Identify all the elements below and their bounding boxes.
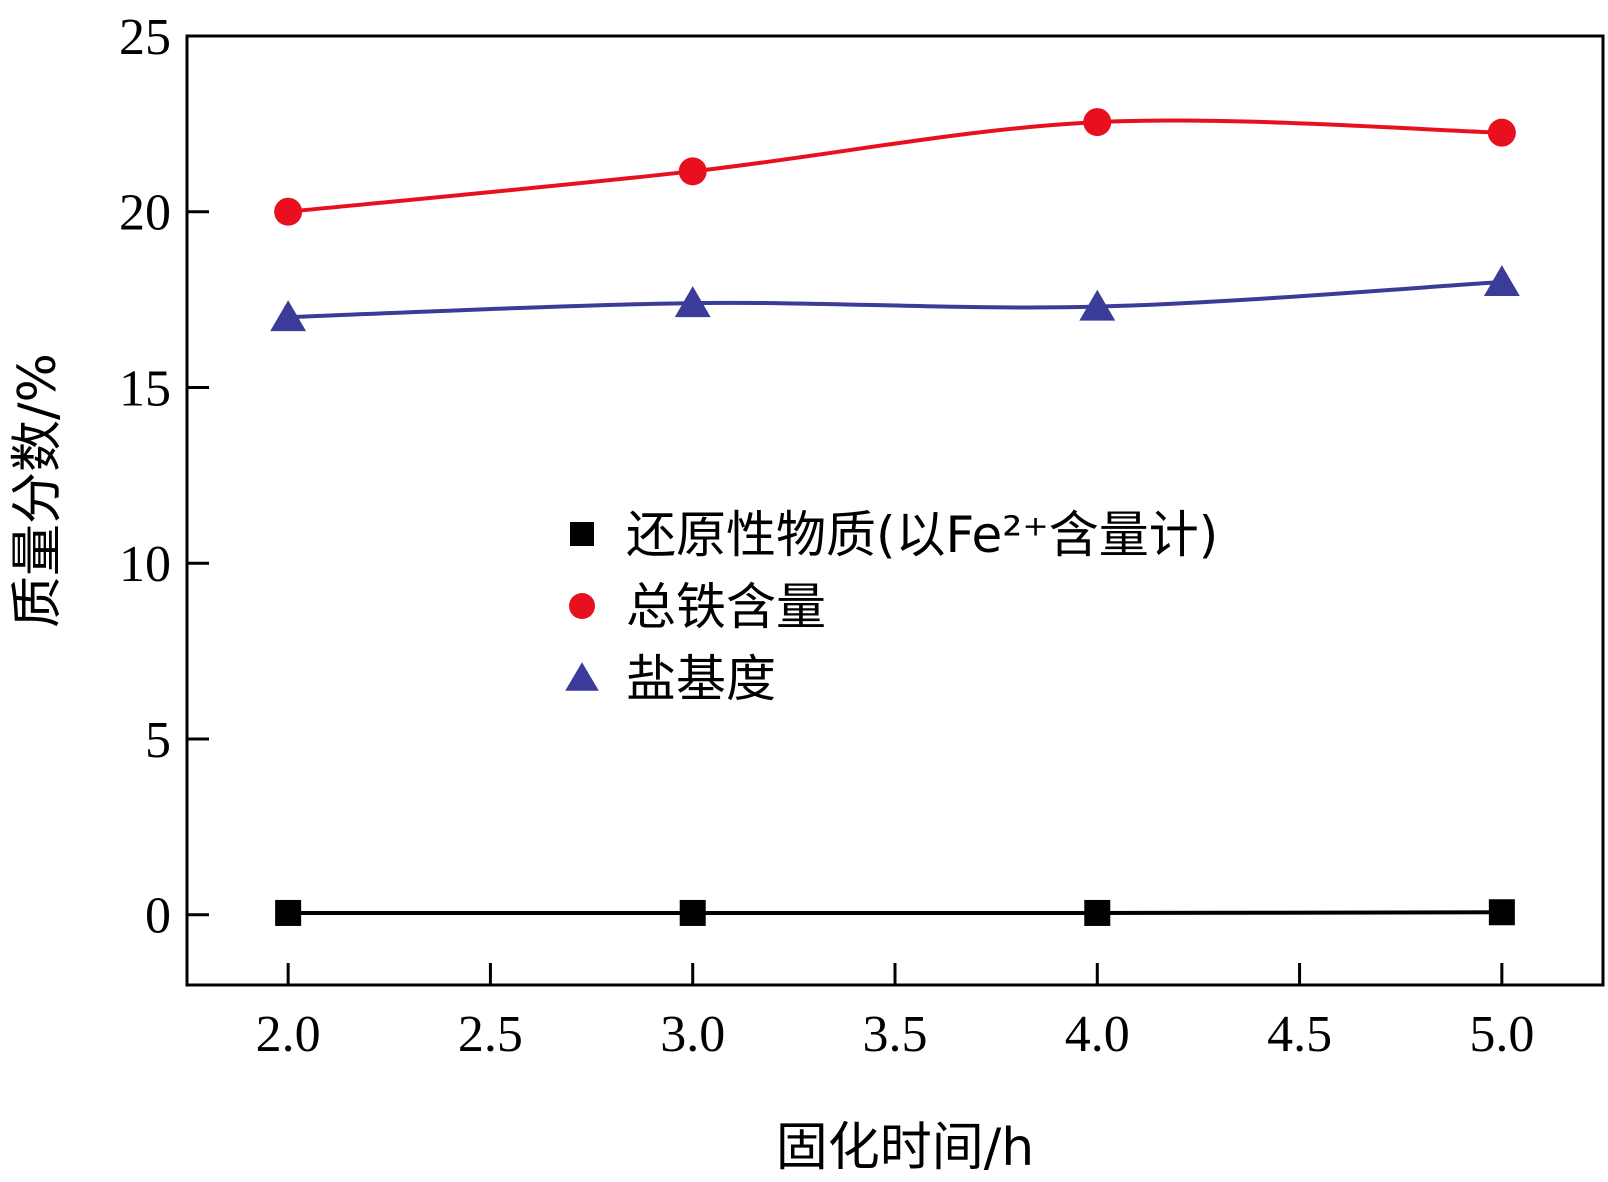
x-tick-label: 3.5 — [863, 1006, 928, 1063]
series-line — [288, 280, 1502, 320]
data-point — [270, 300, 307, 332]
series-1 — [275, 899, 1515, 926]
data-point — [274, 197, 303, 226]
data-point — [1084, 899, 1111, 926]
data-point — [678, 157, 707, 186]
y-tick-label: 25 — [119, 9, 171, 66]
x-tick-label: 2.5 — [458, 1006, 523, 1063]
y-tick-label: 10 — [119, 536, 171, 593]
legend-item: 总铁含量 — [569, 578, 826, 636]
data-point — [679, 899, 706, 926]
series-2 — [274, 108, 1516, 226]
y-tick-label: 0 — [145, 888, 171, 945]
legend-label: 还原性物质(以Fe²⁺含量计) — [626, 506, 1218, 564]
legend-marker — [565, 662, 599, 691]
series-3 — [270, 265, 1520, 332]
legend-item: 还原性物质(以Fe²⁺含量计) — [570, 506, 1218, 564]
series-line — [287, 118, 1502, 214]
y-axis-title: 质量分数/% — [8, 353, 68, 628]
y-tick-label: 20 — [119, 185, 171, 242]
y-axis: 0 5 10 15 20 25 — [119, 9, 209, 945]
x-tick-label: 3.0 — [660, 1006, 725, 1063]
data-point — [1083, 108, 1112, 137]
legend-item: 盐基度 — [565, 650, 776, 708]
data-point — [674, 286, 711, 318]
x-tick-label: 5.0 — [1469, 1006, 1534, 1063]
data-point — [275, 899, 302, 926]
data-point — [1487, 118, 1516, 147]
legend-label: 总铁含量 — [626, 578, 826, 636]
y-tick-label: 5 — [145, 712, 171, 769]
data-point — [1488, 899, 1515, 926]
legend-label: 盐基度 — [626, 650, 776, 708]
x-axis-title: 固化时间/h — [776, 1118, 1034, 1178]
series-line — [288, 910, 1502, 915]
x-tick-label: 2.0 — [256, 1006, 321, 1063]
x-axis: 2.0 2.5 3.0 3.5 4.0 4.5 5.0 — [256, 963, 1534, 1063]
legend-marker — [569, 593, 595, 619]
x-tick-label: 4.5 — [1267, 1006, 1332, 1063]
x-tick-label: 4.0 — [1065, 1006, 1130, 1063]
series-layer — [270, 108, 1520, 926]
y-tick-label: 15 — [119, 360, 171, 417]
legend-marker — [570, 522, 594, 546]
data-point — [1079, 289, 1116, 321]
data-point — [1483, 265, 1520, 296]
